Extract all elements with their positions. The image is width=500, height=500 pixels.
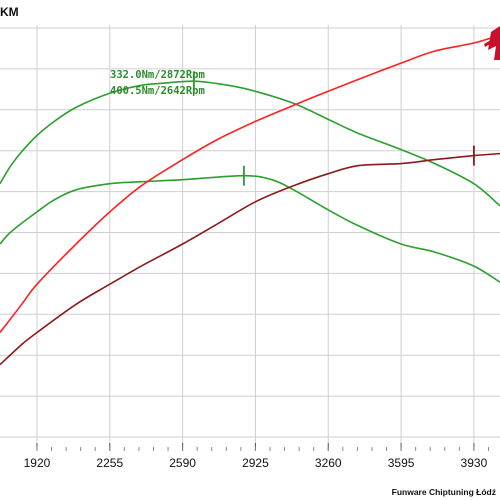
logo-stroke-icon bbox=[484, 36, 498, 47]
series-group bbox=[0, 34, 500, 366]
x-tick-label: 3930 bbox=[461, 456, 488, 470]
header-left-text: KM bbox=[0, 5, 19, 19]
x-tick-label: 1920 bbox=[24, 456, 51, 470]
x-tick-label: 3260 bbox=[315, 456, 342, 470]
x-tick-label: 2255 bbox=[96, 456, 123, 470]
grid-lines bbox=[0, 25, 500, 447]
series-line-power_stock bbox=[0, 152, 500, 366]
x-tick-label: 2590 bbox=[169, 456, 196, 470]
markers-group bbox=[193, 71, 475, 186]
x-tick-label: 2925 bbox=[242, 456, 269, 470]
logo-mark-icon bbox=[488, 26, 500, 60]
footer-credit: Funware Chiptuning Łódź bbox=[392, 487, 496, 497]
x-axis-ticks: 1920 2255 2590 2925 3260 3595 3930 bbox=[24, 443, 489, 470]
series-line-power_tuned bbox=[0, 34, 500, 333]
annotation-line-1: 332.0Nm/2872Rpm bbox=[110, 69, 205, 81]
x-tick-label: 3595 bbox=[388, 456, 415, 470]
series-line-torque_tuned bbox=[0, 80, 500, 207]
annotation-line-2: 400.5Nm/2642Rpm bbox=[110, 85, 205, 97]
brand-logo bbox=[484, 26, 500, 60]
